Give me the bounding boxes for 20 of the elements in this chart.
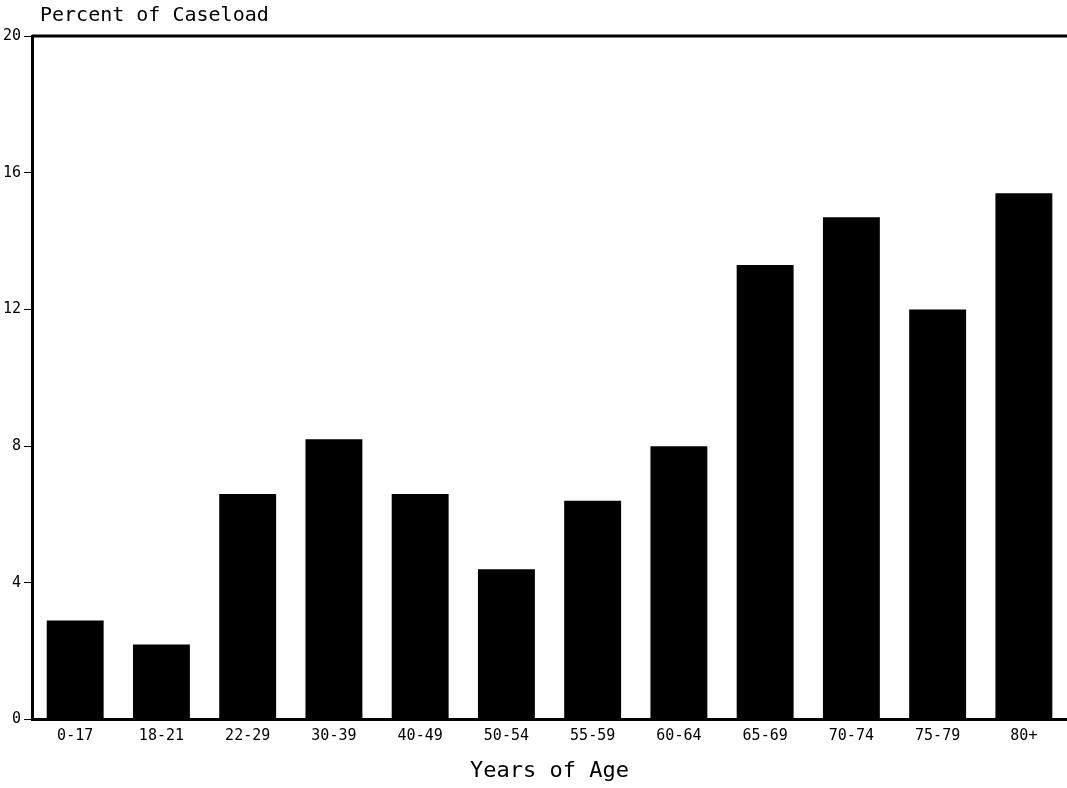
y-tick-label: 0 — [12, 709, 22, 728]
y-tick-label: 20 — [3, 25, 22, 44]
x-tick-label: 60-64 — [656, 726, 702, 745]
x-tick-label: 50-54 — [483, 726, 529, 745]
x-tick-label: 55-59 — [570, 726, 616, 745]
x-tick-label: 70-74 — [828, 726, 874, 745]
x-axis-title: Years of Age — [470, 756, 630, 782]
y-tick-label: 16 — [3, 162, 22, 181]
x-tick-label: 65-69 — [742, 726, 788, 745]
y-tick-label: 12 — [3, 299, 22, 318]
x-tick-label: 75-79 — [915, 726, 961, 745]
y-tick-label: 8 — [12, 436, 22, 455]
x-tick-label: 30-39 — [311, 726, 357, 745]
x-tick-label: 80+ — [1010, 726, 1038, 745]
x-tick-label: 0-17 — [57, 726, 94, 745]
x-tick-label: 40-49 — [397, 726, 443, 745]
x-tick-label: 18-21 — [138, 726, 185, 745]
x-tick-label: 22-29 — [225, 726, 271, 745]
y-axis-title: Percent of Caseload — [40, 2, 269, 26]
y-tick-label: 4 — [12, 572, 22, 591]
